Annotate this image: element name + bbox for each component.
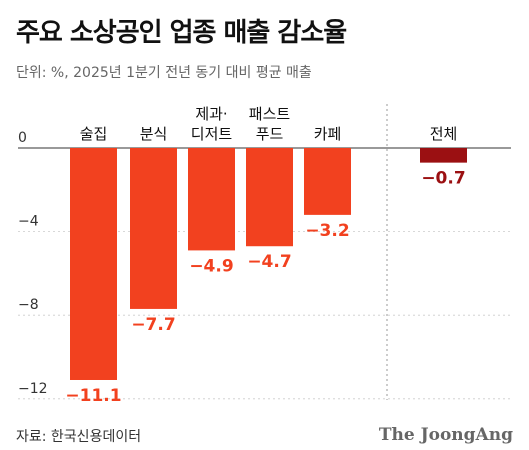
category-label: 패스트 (249, 105, 291, 123)
value-label: −7.7 (131, 315, 175, 335)
category-label: 전체 (430, 125, 458, 143)
y-tick-label: −4 (18, 214, 39, 230)
publisher-logo: The JoongAng (378, 425, 513, 445)
value-label: −4.7 (247, 252, 291, 272)
bar (130, 148, 177, 309)
value-label: −11.1 (65, 386, 121, 406)
bar-total (420, 148, 467, 163)
category-label: 디저트 (191, 125, 233, 143)
value-label: −3.2 (305, 221, 349, 241)
bars (70, 148, 467, 380)
y-tick-label: −8 (18, 297, 39, 313)
value-labels: −11.1 −7.7 −4.9 −4.7 −3.2 −0.7 (65, 169, 465, 406)
bar (70, 148, 117, 380)
category-label: 분식 (140, 125, 168, 143)
category-label: 제과· (195, 105, 227, 123)
bar (246, 148, 293, 247)
chart-title: 주요 소상공인 업종 매출 감소율 (16, 18, 347, 48)
y-tick-label: −12 (18, 381, 48, 397)
y-tick-label: 0 (18, 130, 27, 146)
category-label: 술집 (80, 125, 108, 143)
source-note: 자료: 한국신용데이터 (16, 429, 142, 445)
category-label: 카페 (314, 125, 342, 143)
category-label: 푸드 (256, 125, 284, 143)
bar (304, 148, 351, 215)
value-label: −0.7 (421, 169, 465, 189)
chart-subtitle: 단위: %, 2025년 1분기 전년 동기 대비 평균 매출 (16, 65, 312, 81)
value-label: −4.9 (189, 256, 233, 276)
bar (188, 148, 235, 251)
